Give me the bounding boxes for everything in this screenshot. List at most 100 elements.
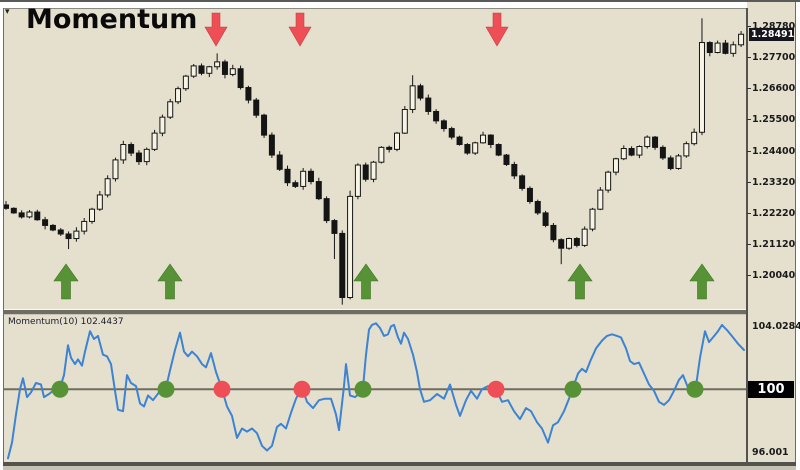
candle: [409, 75, 416, 114]
bear-candle-body: [448, 128, 455, 138]
bear-candle-body: [128, 144, 135, 154]
bull-candle-body: [206, 66, 213, 74]
bear-candle-body: [503, 154, 510, 165]
panel-divider[interactable]: [4, 309, 796, 315]
bull-candle-body: [89, 208, 96, 222]
candle: [206, 65, 213, 78]
bull-candle-body: [96, 194, 103, 210]
candle: [542, 210, 549, 228]
price-axis-tick: [747, 26, 751, 27]
bear-candle-body: [284, 168, 291, 184]
candle: [159, 114, 166, 137]
bull-candle-body: [612, 158, 619, 173]
bear-candle-body: [198, 65, 205, 74]
candle: [612, 157, 619, 176]
price-panel[interactable]: [4, 8, 746, 311]
sell-arrow-icon: [288, 12, 312, 47]
candle: [18, 210, 25, 219]
candle: [214, 53, 221, 70]
indicator-label: Momentum(10) 102.4437: [8, 317, 124, 327]
candle: [620, 145, 627, 161]
candle: [182, 74, 189, 91]
candle: [120, 140, 127, 164]
candle: [675, 153, 682, 170]
axis-layer: 1.28780 1.27700 1.26600 1.25500 1.24400 1.233…: [747, 0, 800, 470]
candle: [417, 83, 424, 101]
candle: [448, 126, 455, 140]
candle: [347, 190, 354, 300]
price-axis-label: 1.23320: [752, 177, 796, 188]
candle: [550, 222, 557, 243]
candle: [722, 39, 729, 55]
indicator-canvas[interactable]: [4, 315, 746, 462]
price-axis-tick: [747, 88, 751, 89]
bear-candle-body: [542, 212, 549, 226]
bull-candle-body: [182, 75, 189, 90]
price-axis-tick: [747, 213, 751, 214]
bear-candle-body: [34, 211, 41, 221]
price-axis-label: 1.20040: [752, 270, 796, 281]
candle: [339, 230, 346, 305]
bear-candle-body: [511, 163, 518, 177]
momentum-signal-dot-green: [564, 380, 582, 398]
candle: [597, 187, 604, 211]
candle: [276, 151, 283, 171]
candle: [370, 160, 377, 183]
bear-candle-body: [487, 134, 494, 146]
price-chart-canvas[interactable]: [4, 8, 746, 309]
level-100-box: 100: [748, 381, 794, 398]
candle: [628, 146, 635, 157]
bear-candle-body: [42, 219, 49, 226]
window-top-border: [0, 0, 800, 2]
bull-candle-body: [159, 116, 166, 134]
price-axis-label: 1.21120: [752, 239, 796, 250]
candle: [386, 145, 393, 153]
momentum-axis-top-label: 104.0284: [752, 321, 800, 332]
candle: [464, 143, 471, 155]
candle: [268, 132, 275, 158]
bull-candle-body: [644, 136, 651, 148]
candle: [331, 219, 338, 260]
candle: [104, 175, 111, 198]
bear-candle-body: [221, 61, 228, 75]
bear-candle-body: [534, 200, 541, 214]
bear-candle-body: [722, 42, 729, 54]
bear-candle-body: [550, 224, 557, 241]
bear-candle-body: [456, 136, 463, 146]
bull-candle-body: [300, 170, 307, 187]
bull-candle-body: [691, 131, 698, 145]
bull-candle-body: [675, 155, 682, 169]
bull-candle-body: [620, 148, 627, 160]
candle: [315, 177, 322, 201]
price-axis-label: 1.26600: [752, 83, 796, 94]
sell-arrow-icon: [485, 12, 509, 47]
current-price-box: 1.28491: [749, 28, 795, 41]
candle: [57, 228, 64, 236]
bull-candle-body: [167, 101, 174, 118]
candle: [229, 64, 236, 77]
bear-candle-body: [433, 110, 440, 122]
bull-candle-body: [581, 228, 588, 246]
bear-candle-body: [276, 154, 283, 170]
bull-candle-body: [190, 65, 197, 77]
bull-candle-body: [151, 132, 158, 150]
collapse-triangle-icon[interactable]: ▾: [5, 7, 10, 17]
candle: [644, 135, 651, 149]
price-axis-label: 1.25500: [752, 114, 796, 125]
bear-candle-body: [659, 146, 666, 159]
candle: [378, 146, 385, 164]
candle: [503, 153, 510, 167]
buy-arrow-icon: [567, 263, 593, 300]
bear-candle-body: [237, 68, 244, 89]
candle: [42, 216, 49, 230]
bear-candle-body: [135, 152, 142, 163]
bull-candle-body: [347, 195, 354, 299]
bottom-divider: [3, 462, 796, 466]
bottom-strip: [3, 466, 796, 470]
candle: [307, 168, 314, 185]
bull-candle-body: [175, 88, 182, 103]
candle: [261, 113, 268, 138]
candle: [440, 119, 447, 132]
candle: [433, 109, 440, 124]
candle: [714, 40, 721, 54]
